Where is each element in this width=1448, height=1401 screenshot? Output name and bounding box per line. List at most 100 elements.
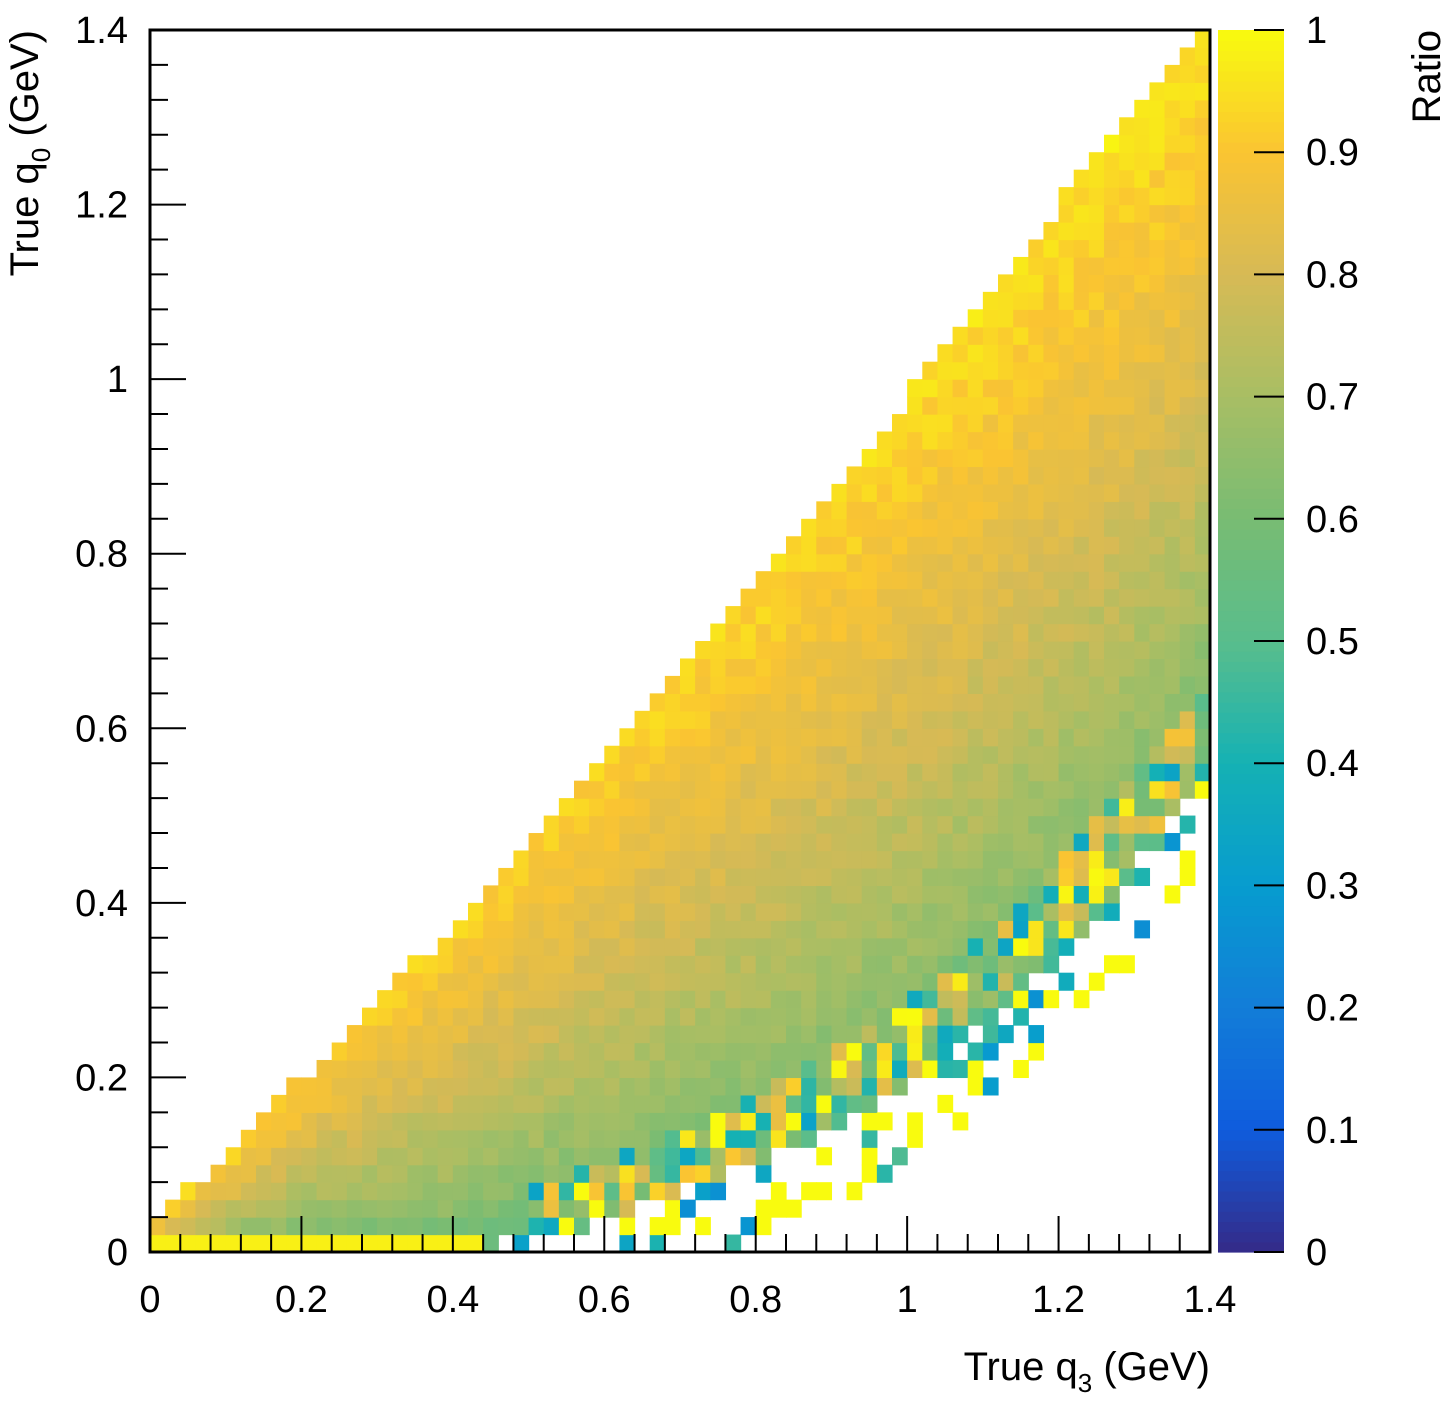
- heatmap-cell: [664, 1094, 681, 1113]
- heatmap-cell: [468, 1129, 484, 1148]
- colorbar-tick-label: 0.4: [1306, 743, 1359, 785]
- heatmap-cell: [619, 780, 636, 799]
- heatmap-cell: [1134, 728, 1151, 747]
- heatmap-cell: [876, 937, 893, 956]
- heatmap-cell: [1164, 169, 1181, 188]
- heatmap-cell: [543, 1164, 560, 1183]
- heatmap-cell: [664, 955, 681, 974]
- heatmap-cell: [1073, 641, 1090, 660]
- heatmap-cell: [513, 1199, 530, 1218]
- heatmap-cell: [816, 1007, 833, 1026]
- heatmap-cell: [1088, 256, 1105, 275]
- heatmap-cell: [498, 1007, 515, 1026]
- heatmap-cell: [998, 501, 1014, 520]
- heatmap-cell: [1194, 641, 1211, 660]
- heatmap-cell: [286, 1164, 303, 1183]
- heatmap-cell: [695, 763, 711, 782]
- heatmap-cell: [801, 693, 817, 712]
- heatmap-cell: [1119, 431, 1135, 450]
- colorbar-swatch: [1218, 508, 1284, 520]
- heatmap-cell: [755, 588, 772, 607]
- heatmap-cell: [831, 1007, 848, 1026]
- heatmap-cell: [528, 1199, 545, 1218]
- heatmap-cell: [770, 1129, 787, 1148]
- heatmap-cell: [755, 815, 772, 834]
- heatmap-cell: [165, 1199, 181, 1218]
- heatmap-cell: [377, 1217, 393, 1236]
- heatmap-cell: [271, 1199, 287, 1218]
- heatmap-cell: [861, 553, 878, 572]
- heatmap-cell: [634, 710, 651, 729]
- heatmap-cell: [574, 867, 590, 886]
- heatmap-cell: [634, 1007, 651, 1026]
- heatmap-cell: [1179, 815, 1196, 834]
- heatmap-cell: [301, 1164, 318, 1183]
- heatmap-cell: [982, 763, 999, 782]
- heatmap-cell: [316, 1147, 333, 1166]
- heatmap-cell: [982, 1077, 999, 1096]
- heatmap-cell: [664, 1164, 681, 1183]
- heatmap-cell: [1013, 658, 1029, 677]
- heatmap-cell: [1073, 815, 1090, 834]
- heatmap-cell: [1194, 47, 1211, 66]
- heatmap-cell: [786, 710, 802, 729]
- heatmap-cell: [498, 1042, 515, 1061]
- heatmap-cell: [468, 1164, 484, 1183]
- heatmap-cell: [907, 972, 923, 991]
- heatmap-cell: [1179, 169, 1196, 188]
- heatmap-cell: [876, 518, 893, 537]
- heatmap-cell: [452, 1059, 469, 1079]
- heatmap-cell: [1134, 414, 1151, 433]
- heatmap-cell: [558, 902, 575, 921]
- heatmap-cell: [998, 815, 1014, 834]
- heatmap-cell: [437, 1112, 454, 1131]
- heatmap-cell: [528, 1112, 545, 1131]
- heatmap-cell: [907, 1007, 923, 1026]
- heatmap-cell: [982, 902, 999, 921]
- heatmap-cell: [1179, 658, 1196, 677]
- heatmap-cell: [1134, 745, 1151, 764]
- heatmap-cell: [1164, 571, 1181, 590]
- heatmap-cell: [816, 937, 833, 956]
- colorbar-swatch: [1218, 1027, 1284, 1039]
- heatmap-cell: [922, 990, 939, 1009]
- heatmap-cell: [392, 1042, 409, 1061]
- heatmap-cell: [1104, 606, 1120, 625]
- heatmap-cell: [1119, 256, 1135, 275]
- heatmap-cell: [876, 483, 893, 502]
- heatmap-cell: [982, 658, 999, 677]
- heatmap-cell: [604, 763, 621, 782]
- heatmap-cell: [1179, 204, 1196, 223]
- heatmap-cell: [1013, 483, 1029, 502]
- heatmap-cell: [982, 1007, 999, 1026]
- heatmap-cell: [861, 885, 878, 904]
- heatmap-cell: [725, 745, 742, 764]
- heatmap-cell: [861, 763, 878, 782]
- heatmap-cell: [907, 606, 923, 625]
- heatmap-cell: [483, 955, 499, 974]
- heatmap-cell: [770, 1094, 787, 1113]
- heatmap-cell: [922, 728, 939, 747]
- heatmap-cell: [1028, 536, 1045, 555]
- heatmap-cell: [1028, 553, 1045, 572]
- heatmap-cell: [407, 1042, 424, 1061]
- heatmap-cell: [876, 763, 893, 782]
- heatmap-cell: [816, 780, 833, 799]
- heatmap-cell: [483, 1112, 499, 1131]
- heatmap-cell: [1119, 623, 1135, 642]
- heatmap-cell: [558, 1059, 575, 1079]
- heatmap-cell: [740, 606, 757, 625]
- heatmap-cell: [1164, 833, 1181, 852]
- heatmap-cell: [286, 1094, 303, 1113]
- heatmap-cell: [1073, 518, 1090, 537]
- heatmap-cell: [907, 728, 923, 747]
- heatmap-cell: [1058, 693, 1075, 712]
- heatmap-cell: [1043, 239, 1060, 258]
- heatmap-cell: [786, 571, 802, 590]
- colorbar-swatch: [1218, 488, 1284, 500]
- heatmap-cell: [1013, 798, 1029, 817]
- heatmap-cell: [195, 1234, 212, 1253]
- heatmap-cell: [1073, 379, 1090, 398]
- heatmap-cell: [346, 1199, 363, 1218]
- colorbar-swatch: [1218, 478, 1284, 489]
